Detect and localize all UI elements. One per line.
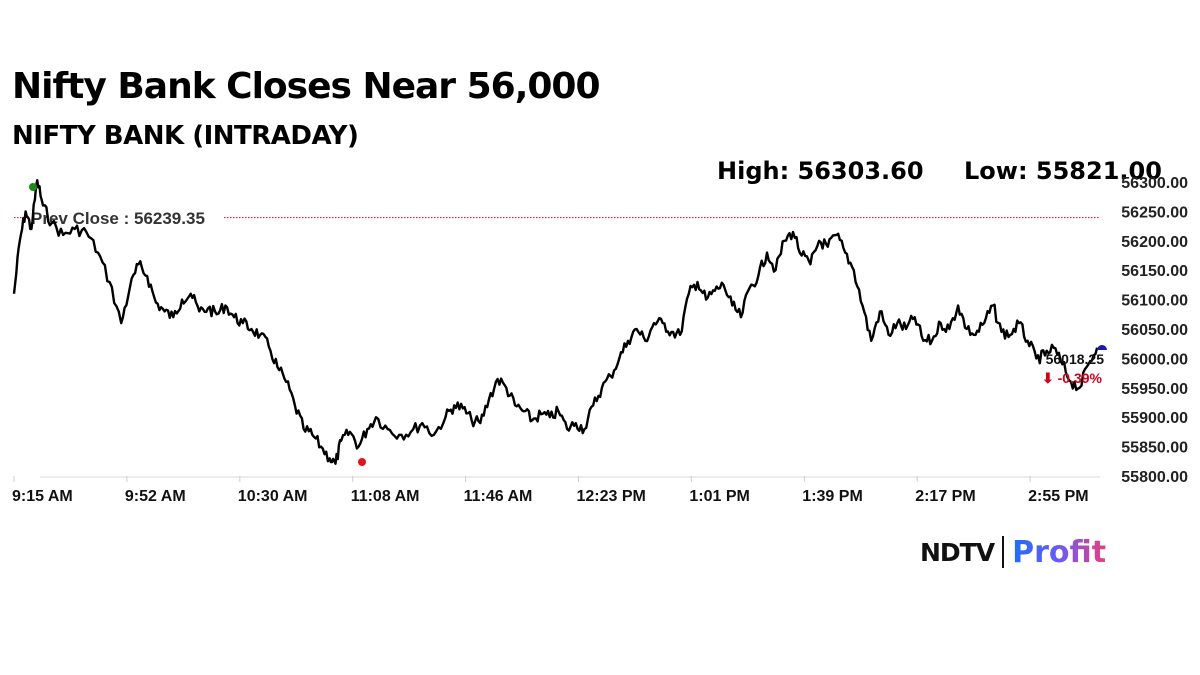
logo-separator [1002,536,1005,568]
y-tick-label: 55850.00 [1121,440,1188,457]
x-tick-label: 1:39 PM [802,488,862,505]
x-tick-label: 2:55 PM [1028,488,1088,505]
chart-subtitle: NIFTY BANK (INTRADAY) [12,121,359,151]
profit-wordmark: Profit [1012,534,1107,570]
prev-close-label: Prev Close : 56239.35 [31,209,205,228]
y-tick-label: 56250.00 [1121,204,1188,221]
y-tick-label: 55900.00 [1121,410,1188,427]
last-value-label: 56018.25 [1046,351,1105,367]
low-marker [358,458,366,466]
x-tick-label: 11:08 AM [351,488,420,505]
y-tick-label: 55800.00 [1121,469,1188,486]
y-tick-label: 56300.00 [1121,175,1188,192]
ndtv-profit-logo: NDTV Profit [920,532,1106,572]
x-tick-label: 11:46 AM [464,488,533,505]
high-marker [29,183,37,191]
page-title: Nifty Bank Closes Near 56,000 [12,66,601,107]
y-tick-label: 56000.00 [1121,351,1188,368]
change-percent-label: ⬇ -0.39% [1042,370,1103,386]
x-tick-label: 2:17 PM [915,488,975,505]
x-tick-label: 1:01 PM [689,488,749,505]
prev-close-label-bg [28,206,224,230]
y-tick-label: 56200.00 [1121,234,1188,251]
price-line [12,179,1099,465]
y-tick-label: 55950.00 [1121,381,1188,398]
x-tick-label: 12:23 PM [577,488,646,505]
x-tick-label: 9:15 AM [12,488,73,505]
low-label: Low: 55821.00 [964,157,1162,185]
y-tick-label: 56100.00 [1121,293,1188,310]
last-value-marker [1097,345,1107,350]
high-label: High: 56303.60 [717,157,924,185]
x-tick-label: 9:52 AM [125,488,186,505]
y-tick-label: 56150.00 [1121,263,1188,280]
ndtv-wordmark: NDTV [920,537,995,567]
y-tick-label: 56050.00 [1121,322,1188,339]
y-axis: 56300.00 56250.00 56200.00 56150.00 56100.00… [1121,175,1188,486]
x-tick-label: 10:30 AM [238,488,308,505]
intraday-line-chart: 56300.00 56250.00 56200.00 56150.00 56100.00… [12,175,1188,505]
x-axis: 9:15 AM 9:52 AM 10:30 AM 11:08 AM 11:46 AM 12… [12,476,1100,505]
